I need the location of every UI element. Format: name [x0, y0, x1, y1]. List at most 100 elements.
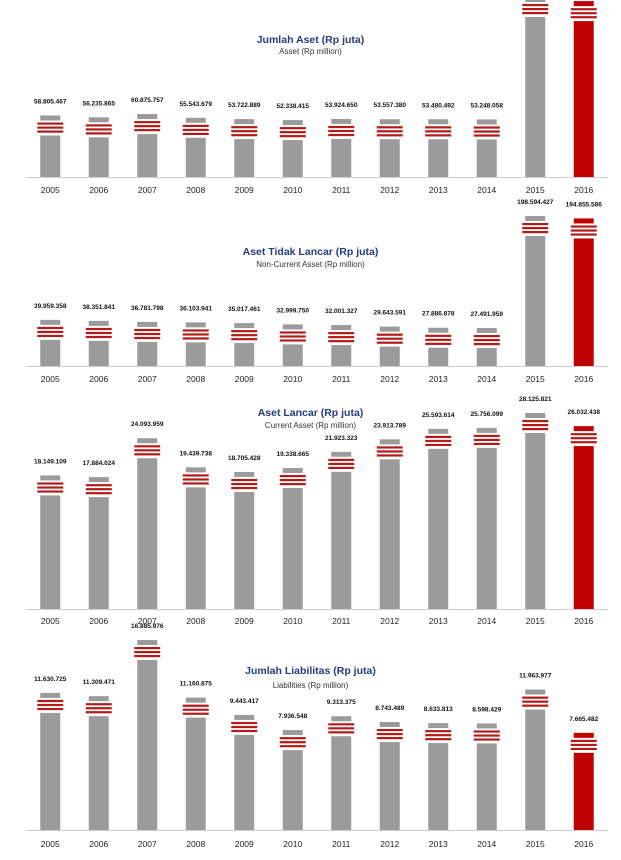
- bar-cap-stripe: [570, 16, 597, 19]
- bar-cap: [37, 475, 64, 493]
- x-tick-label: 2007: [138, 616, 157, 626]
- bar-cap-stripe: [425, 439, 452, 443]
- bar-cap: [328, 451, 355, 470]
- bar-group: 7.936.548: [278, 713, 308, 830]
- bar-cap: [85, 696, 112, 714]
- bar: [379, 741, 400, 830]
- bar-cap: [376, 721, 403, 740]
- bar-group: 11.963.977: [519, 673, 552, 830]
- data-label: 55.543.679: [179, 101, 212, 108]
- bar: [282, 750, 303, 830]
- bar-cap-stripe: [425, 342, 452, 345]
- bar: [379, 139, 400, 177]
- data-label: 53.248.058: [470, 102, 503, 109]
- bar-cap: [376, 439, 403, 457]
- bar-cap: [134, 321, 161, 340]
- bar-cap-stripe: [328, 727, 355, 730]
- bar: [476, 348, 497, 366]
- bar-cap-stripe: [231, 130, 258, 133]
- bar: [428, 347, 449, 366]
- bar-cap: [473, 723, 500, 741]
- bar: [428, 743, 449, 830]
- x-tick-label: 2012: [380, 374, 399, 384]
- x-tick-label: 2015: [526, 374, 545, 384]
- bar-group: 25.756.099: [470, 411, 503, 609]
- bar-group: 53.722.889: [228, 102, 261, 177]
- bar-cap-stripe: [570, 229, 597, 232]
- bar: [282, 487, 303, 609]
- bar-cap-stripe: [328, 731, 355, 734]
- bar-cap-stripe: [328, 340, 355, 343]
- bar-cap: [231, 119, 258, 137]
- bar: [88, 340, 109, 366]
- bar-cap-stripe: [85, 335, 112, 339]
- bar-cap-stripe: [134, 336, 161, 340]
- bar: [428, 139, 449, 177]
- bar-cap-stripe: [37, 699, 64, 703]
- x-tick-label: 2005: [41, 839, 60, 849]
- chart-subtitle: Current Asset (Rp million): [264, 421, 357, 430]
- bar-cap-stripe: [85, 128, 112, 131]
- x-tick-label: 2011: [332, 374, 351, 384]
- data-label: 60.875.757: [131, 97, 164, 104]
- chart-plot: 58.805.467 2005 56.235.865 2006 60.875.757 20…: [26, 0, 608, 195]
- bar-cap-stripe: [522, 231, 549, 234]
- bar-cap: [522, 689, 549, 707]
- bar-cap: [37, 692, 64, 711]
- bar-cap-top: [282, 120, 303, 126]
- bar-cap-top: [428, 119, 449, 125]
- bar: [234, 491, 255, 609]
- x-tick-label: 2011: [332, 616, 351, 626]
- data-label: 27.886.878: [422, 311, 455, 318]
- bar-cap-stripe: [182, 712, 209, 715]
- bar-group: 19.338.665: [276, 451, 309, 609]
- bar-cap-stripe: [425, 734, 452, 737]
- bar-cap-stripe: [37, 326, 64, 330]
- bar-cap-stripe: [279, 131, 306, 134]
- data-label: 28.125.821: [519, 396, 552, 403]
- bar-cap-stripe: [182, 708, 209, 711]
- x-tick-label: 2007: [138, 374, 157, 384]
- data-label: 56.235.865: [82, 100, 115, 107]
- bar-cap-stripe: [376, 341, 403, 344]
- bar-cap: [376, 326, 403, 344]
- x-tick-label: 2014: [477, 185, 496, 195]
- bar-cap-stripe: [231, 478, 258, 482]
- x-tick-label: 2006: [89, 374, 108, 384]
- bar: [525, 433, 546, 609]
- bar-cap-stripe: [425, 435, 452, 439]
- bar-cap-stripe: [85, 132, 112, 135]
- bar-cap-stripe: [425, 134, 452, 137]
- bar-cap-stripe: [134, 445, 161, 448]
- bar-cap-stripe: [473, 434, 500, 438]
- bar-cap-stripe: [570, 233, 597, 236]
- bar-cap-stripe: [231, 330, 258, 333]
- bar-cap-top: [137, 114, 158, 120]
- x-tick-label: 2005: [41, 374, 60, 384]
- bar: [525, 17, 546, 177]
- x-tick-label: 2014: [477, 839, 496, 849]
- bar-cap: [570, 218, 597, 236]
- bar-group: 27.886.878: [422, 311, 455, 366]
- x-tick-label: 2015: [526, 616, 545, 626]
- data-label: 35.017.461: [228, 306, 261, 313]
- bar-group: 53.480.492: [422, 102, 455, 177]
- bar-cap-stripe: [522, 428, 549, 431]
- bar-cap: [570, 1, 597, 19]
- bar-cap-stripe: [182, 128, 209, 132]
- bar: [40, 135, 61, 177]
- bar-cap-stripe: [279, 339, 306, 342]
- x-tick-label: 2013: [429, 185, 448, 195]
- bar-cap-stripe: [279, 474, 306, 478]
- x-tick-label: 2009: [235, 839, 254, 849]
- bar-cap: [425, 327, 452, 345]
- chart-subtitle: Asset (Rp million): [279, 47, 342, 56]
- bar-cap-stripe: [473, 335, 500, 338]
- bar-group: 53.557.380: [373, 102, 406, 177]
- bar-cap-stripe: [182, 337, 209, 340]
- bar-cap-stripe: [473, 134, 500, 137]
- bar-cap-top: [476, 427, 497, 433]
- bar-cap-stripe: [182, 333, 209, 336]
- bar-group: 19.439.738: [179, 450, 212, 609]
- chart-plot: 39.959.358 2005 38.351.841 2006 36.781.798 20…: [26, 199, 608, 384]
